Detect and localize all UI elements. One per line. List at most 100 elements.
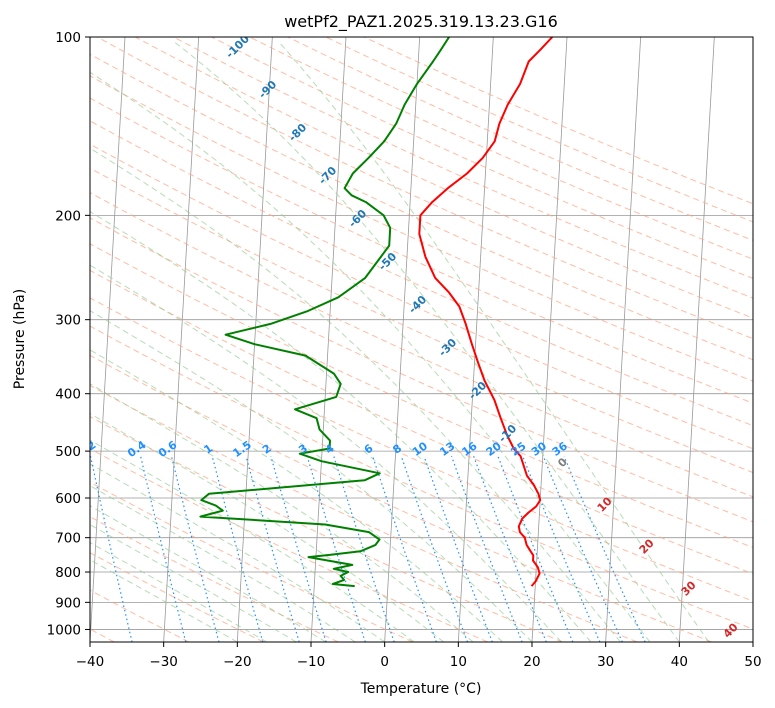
dewpoint-profile-line [199, 37, 450, 588]
mixing-ratio-line [211, 456, 264, 642]
dry-adiabat-label: -100 [223, 32, 252, 61]
y-tick-label: 800 [55, 565, 81, 581]
x-tick-label: −30 [149, 654, 178, 670]
dry-adiabat-line [90, 269, 753, 575]
plot-area: 0.1 0.2 0.4 0.6 1 1.5 2 3 4 6 8 10 13 16 20 25 30 36-100-… [28, 32, 753, 642]
mixing-ratio-label: 13 [437, 439, 457, 458]
dry-adiabat-line [90, 243, 753, 549]
isotherm-line [605, 37, 642, 642]
mixing-ratio-label: 0.6 [156, 438, 180, 460]
dry-adiabat-label: -10 [496, 422, 519, 445]
mixing-ratio-label: 0.1 [28, 438, 51, 460]
dry-adiabat-label: -30 [436, 336, 459, 359]
background-lines [44, 37, 753, 642]
moist-adiabat-line [90, 485, 356, 642]
moist-adiabat-line [278, 41, 710, 642]
y-tick-label: 600 [55, 491, 81, 507]
y-tick-label: 100 [55, 30, 81, 46]
moist-adiabat-line [90, 463, 385, 642]
dry-adiabat-label: 0 [555, 455, 570, 470]
dry-adiabat-line [90, 143, 753, 450]
x-tick-label: 50 [744, 654, 761, 670]
y-tick-label: 1000 [47, 622, 81, 638]
moist-adiabat-line [90, 310, 533, 642]
moist-adiabat-line [90, 264, 562, 642]
dry-adiabat-line [173, 37, 753, 299]
dry-adiabat-line [363, 37, 753, 205]
dry-adiabat-line [90, 297, 753, 602]
isotherm-line [752, 635, 753, 642]
y-tick-label: 300 [55, 313, 81, 329]
x-tick-label: −40 [76, 654, 105, 670]
moist-adiabat-line [174, 41, 680, 642]
mixing-ratio-line [423, 456, 493, 642]
moist-adiabat-line [90, 211, 592, 642]
dry-adiabat-line [96, 37, 753, 340]
dry-adiabat-label: -70 [316, 164, 339, 187]
mixing-ratio-label: 1 [201, 442, 215, 457]
dry-adiabat-line [90, 120, 753, 427]
y-tick-label: 200 [55, 208, 81, 224]
y-axis-label: Pressure (hPa) [12, 289, 28, 389]
isotherm-line [90, 37, 126, 642]
dry-adiabat-line [90, 589, 190, 642]
dry-adiabat-line [90, 448, 488, 642]
x-tick-label: 40 [671, 654, 688, 670]
mixing-ratio-line [44, 456, 82, 642]
isotherm-line [531, 37, 568, 642]
mixing-ratio-line [140, 456, 187, 642]
mixing-ratio-line [450, 455, 523, 642]
moist-adiabat-line [90, 383, 474, 642]
dry-adiabat-line [325, 37, 753, 223]
mixing-ratio-label: 0.2 [75, 438, 98, 460]
dry-adiabat-line [90, 416, 563, 642]
mixing-ratio-label: 10 [410, 439, 430, 459]
mixing-ratio-line [400, 456, 469, 642]
dry-adiabat-label: 20 [637, 536, 657, 556]
y-tick-label: 400 [55, 387, 81, 403]
moist-adiabat-line [90, 413, 444, 642]
dry-adiabat-line [90, 384, 638, 642]
x-tick-label: 20 [523, 654, 540, 670]
x-tick-label: −10 [297, 654, 326, 670]
dry-adiabat-line [90, 481, 414, 642]
dry-adiabat-line [90, 552, 264, 642]
moist-adiabat-line [90, 505, 326, 642]
mixing-ratio-line [542, 455, 623, 642]
x-tick-label: 0 [380, 654, 389, 670]
dry-adiabat-label: -40 [406, 293, 429, 316]
isotherm-line [678, 37, 715, 642]
dry-adiabat-line [90, 97, 753, 404]
mixing-ratio-label: 1.5 [230, 438, 253, 460]
dry-adiabat-line [287, 37, 753, 241]
dry-adiabat-line [90, 75, 753, 382]
moist-adiabat-line [90, 147, 621, 642]
temperature-profile-line [418, 37, 554, 587]
dry-adiabat-line [90, 354, 712, 642]
x-axis-label: Temperature (°C) [360, 681, 482, 697]
moist-adiabat-line [90, 349, 503, 642]
chart-title: wetPf2_PAZ1.2025.319.13.23.G16 [284, 12, 558, 32]
x-tick-label: 10 [450, 654, 467, 670]
x-axis-ticks: −40 −30 −20 −10 0 10 20 30 40 50 [76, 642, 762, 670]
dry-adiabat-line [90, 53, 753, 361]
mixing-ratio-line [245, 456, 300, 642]
moist-adiabat-line [90, 524, 297, 642]
isotherm-line [163, 37, 200, 642]
mixing-ratio-line [170, 456, 220, 642]
dry-adiabat-line [90, 325, 753, 630]
dry-adiabat-line [249, 37, 753, 260]
mixing-ratio-label: 3 [296, 442, 310, 457]
moist-adiabat-line [90, 439, 415, 642]
moist-adiabat-line [90, 541, 268, 642]
mixing-ratio-label: 6 [362, 441, 376, 456]
mixing-ratio-label: 0.4 [125, 438, 149, 460]
sounding-series [199, 37, 554, 588]
dry-adiabat-line [90, 217, 753, 523]
y-tick-label: 900 [55, 595, 81, 611]
dry-adiabat-line [211, 37, 753, 279]
mixing-ratio-label: 4 [323, 441, 337, 456]
y-tick-label: 500 [55, 444, 81, 460]
x-tick-label: −20 [223, 654, 252, 670]
dry-adiabat-line [90, 192, 753, 498]
